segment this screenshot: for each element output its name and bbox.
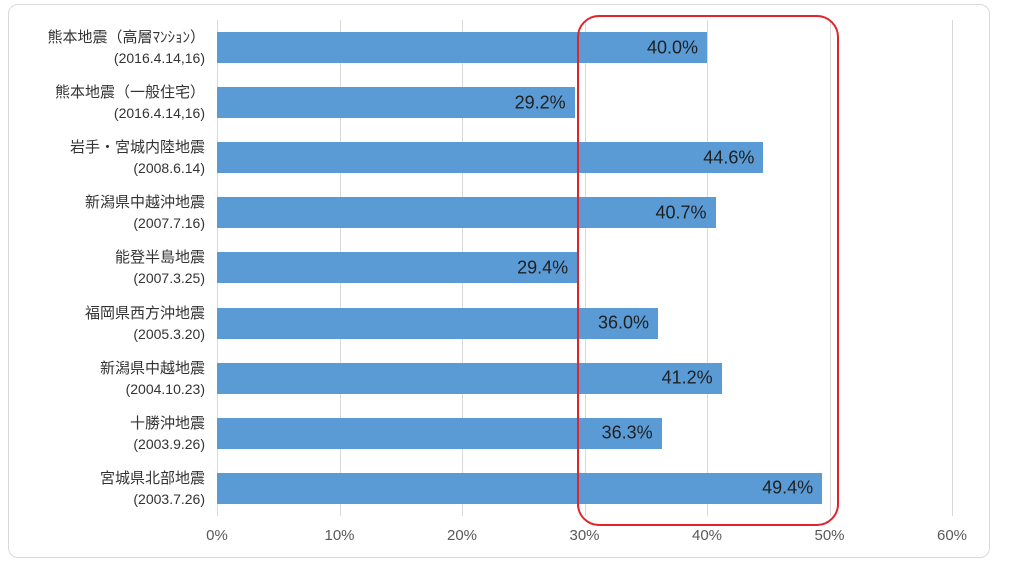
chart-row: 福岡県西方沖地震 (2005.3.20) 36.0% (0, 296, 1024, 351)
chart-row: 熊本地震（高層ﾏﾝｼｮﾝ） (2016.4.14,16) 40.0% (0, 20, 1024, 75)
x-tick-label: 10% (324, 527, 355, 544)
category-label: 熊本地震（一般住宅） (2016.4.14,16) (0, 83, 205, 123)
chart-row: 宮城県北部地震 (2003.7.26) 49.4% (0, 461, 1024, 516)
bar: 29.2% (217, 87, 575, 119)
bar-value-label: 29.2% (514, 92, 566, 113)
bar-value-label: 44.6% (703, 147, 755, 168)
chart-row: 熊本地震（一般住宅） (2016.4.14,16) 29.2% (0, 75, 1024, 130)
x-tick-label: 30% (569, 527, 600, 544)
category-label: 新潟県中越沖地震 (2007.7.16) (0, 193, 205, 233)
category-date: (2003.7.26) (133, 490, 205, 507)
category-date: (2003.9.26) (133, 435, 205, 452)
bar: 41.2% (217, 362, 722, 394)
x-tick-label: 60% (936, 527, 968, 544)
category-date: (2005.3.20) (133, 325, 205, 342)
bar-value-label: 29.4% (517, 257, 569, 278)
category-date: (2016.4.14,16) (113, 105, 205, 122)
category-label: 福岡県西方沖地震 (2005.3.20) (0, 304, 205, 344)
bar: 36.0% (217, 307, 658, 339)
category-label: 岩手・宮城内陸地震 (2008.6.14) (0, 138, 205, 178)
bar: 40.0% (217, 32, 707, 64)
category-date: (2008.6.14) (133, 160, 205, 177)
bar-value-label: 40.7% (655, 202, 707, 223)
bar-value-label: 49.4% (762, 477, 814, 498)
bar: 29.4% (217, 252, 578, 284)
bar-value-label: 36.0% (597, 312, 649, 333)
gridline (829, 20, 831, 516)
category-name: 十勝沖地震 (129, 414, 205, 432)
x-tick-label: 0% (206, 527, 228, 544)
chart-row: 新潟県中越地震 (2004.10.23) 41.2% (0, 351, 1024, 406)
category-date: (2007.3.25) (133, 270, 205, 287)
gridline (707, 20, 708, 516)
category-name: 熊本地震（一般住宅） (54, 84, 205, 102)
category-label: 熊本地震（高層ﾏﾝｼｮﾝ） (2016.4.14,16) (0, 28, 205, 68)
chart-row: 新潟県中越沖地震 (2007.7.16) 40.7% (0, 185, 1024, 240)
x-tick-label: 50% (814, 527, 845, 544)
category-name: 岩手・宮城内陸地震 (69, 139, 205, 157)
bar: 40.7% (217, 197, 716, 229)
bar: 44.6% (217, 142, 764, 174)
category-label: 宮城県北部地震 (2003.7.26) (0, 469, 205, 509)
category-label: 能登半島地震 (2007.3.25) (0, 248, 205, 288)
x-tick-label: 40% (691, 527, 723, 544)
category-name: 新潟県中越沖地震 (84, 194, 205, 212)
category-date: (2004.10.23) (125, 380, 205, 397)
category-label: 新潟県中越地震 (2004.10.23) (0, 359, 205, 399)
gridline (952, 20, 953, 516)
x-tick-label: 20% (446, 527, 478, 544)
category-name: 新潟県中越地震 (99, 359, 205, 377)
category-name: 宮城県北部地震 (99, 469, 205, 487)
category-name: 熊本地震（高層ﾏﾝｼｮﾝ） (47, 29, 205, 46)
category-label: 十勝沖地震 (2003.9.26) (0, 414, 205, 454)
bar: 49.4% (217, 472, 823, 504)
category-date: (2007.7.16) (133, 215, 205, 232)
bar-value-label: 41.2% (661, 367, 713, 388)
bar-value-label: 36.3% (601, 422, 653, 443)
gridline (584, 20, 586, 516)
chart-row: 十勝沖地震 (2003.9.26) 36.3% (0, 406, 1024, 461)
chart-row: 能登半島地震 (2007.3.25) 29.4% (0, 240, 1024, 295)
bar-value-label: 40.0% (646, 37, 698, 58)
bar: 36.3% (217, 417, 662, 449)
category-name: 能登半島地震 (114, 249, 205, 267)
category-name: 福岡県西方沖地震 (84, 304, 205, 322)
chart-row: 岩手・宮城内陸地震 (2008.6.14) 44.6% (0, 130, 1024, 185)
category-date: (2016.4.14,16) (113, 50, 205, 66)
